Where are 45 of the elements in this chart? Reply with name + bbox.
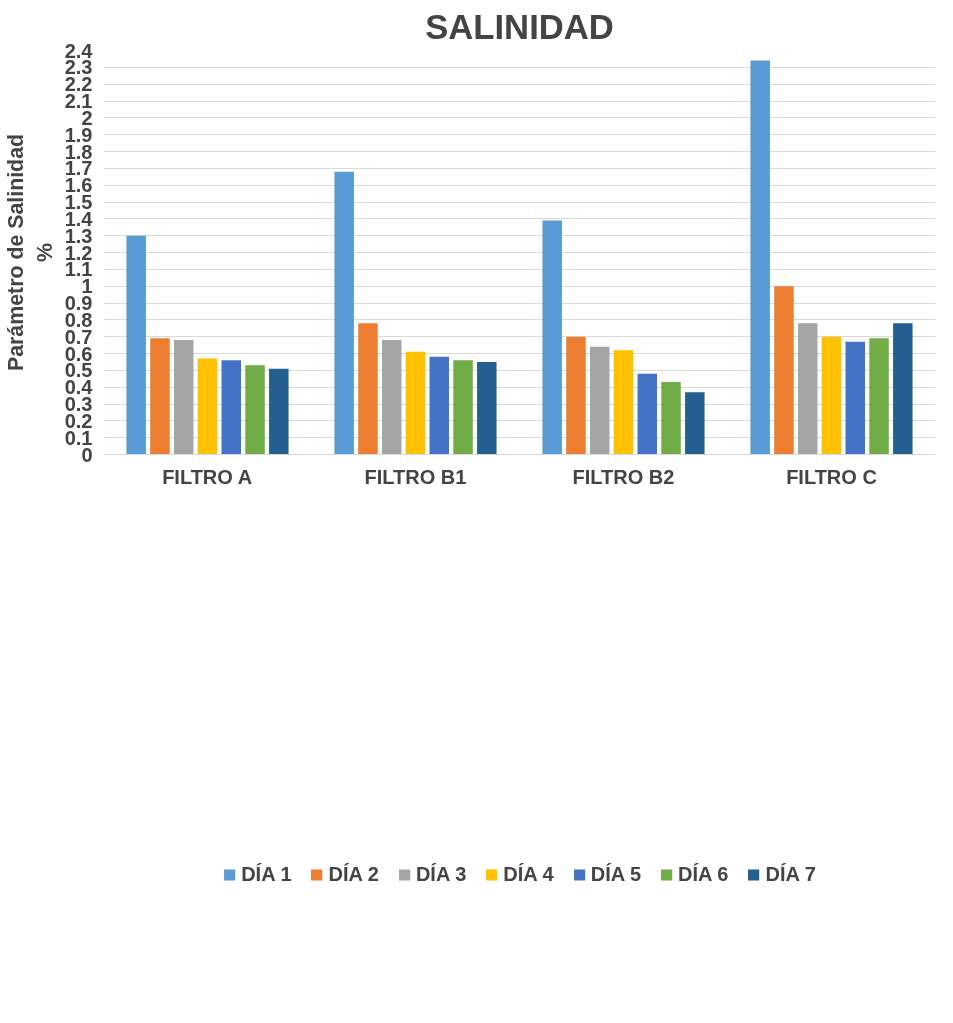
- bar: [542, 220, 562, 455]
- bar: [685, 392, 705, 455]
- y-tick-label: 0.9: [64, 292, 93, 314]
- legend-label: DÍA 5: [590, 862, 642, 886]
- bar: [750, 60, 770, 455]
- legend-label: DÍA 2: [328, 862, 379, 886]
- bar: [381, 340, 402, 455]
- legend-label: DÍA 7: [765, 862, 816, 886]
- bar: [197, 358, 218, 455]
- bar: [173, 340, 194, 455]
- bar: [126, 235, 146, 455]
- bar: [405, 351, 426, 455]
- y-tick-label: 1.5: [64, 191, 93, 213]
- bar: [589, 346, 610, 455]
- bar: [429, 356, 450, 455]
- bar: [269, 368, 289, 455]
- legend-label: DÍA 6: [678, 862, 729, 886]
- bar: [453, 360, 473, 455]
- bar: [774, 286, 794, 455]
- legend-label: DÍA 3: [415, 862, 467, 886]
- chart-title: SALINIDAD: [425, 7, 614, 46]
- x-tick-label: FILTRO B2: [572, 465, 675, 488]
- legend-label: DÍA 4: [503, 862, 554, 886]
- x-tick-label: FILTRO B1: [364, 465, 467, 488]
- bar: [821, 336, 842, 455]
- bar: [869, 338, 889, 455]
- x-tick-label: FILTRO C: [786, 465, 877, 488]
- y-tick-label: 2.1: [64, 90, 93, 112]
- x-tick-label: FILTRO A: [162, 465, 253, 488]
- bar: [358, 323, 378, 455]
- y-tick-label: 0.3: [64, 393, 93, 415]
- bar: [661, 382, 681, 455]
- legend-label: DÍA 1: [241, 862, 292, 886]
- bar: [637, 373, 658, 455]
- bar: [221, 360, 242, 455]
- bar: [477, 361, 497, 455]
- bar: [845, 341, 866, 455]
- bar: [613, 350, 634, 455]
- bar: [797, 323, 818, 455]
- bar: [893, 323, 913, 455]
- bar: [334, 171, 354, 455]
- y-axis-title: Parámetro de Salinidad %: [3, 133, 57, 372]
- bar: [150, 338, 170, 455]
- bar: [245, 365, 265, 455]
- bar: [566, 336, 586, 455]
